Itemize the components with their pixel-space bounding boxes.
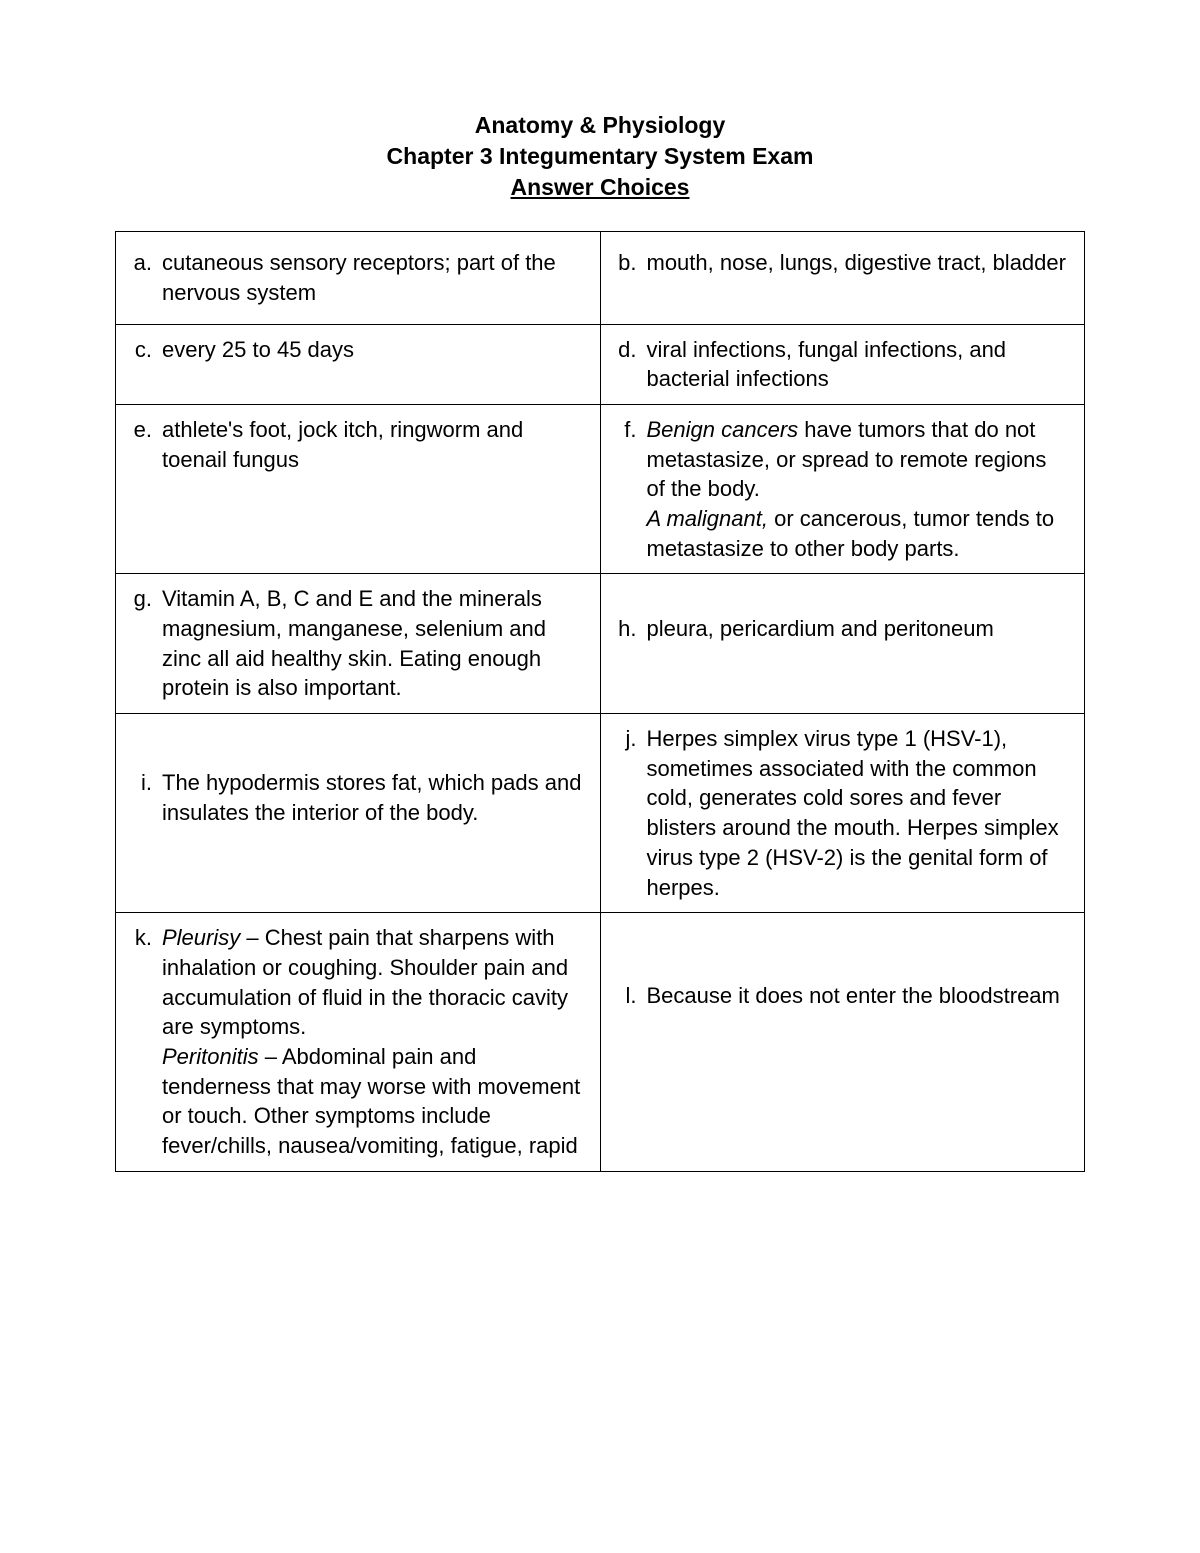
cell-letter: i. — [130, 768, 162, 798]
document-header: Anatomy & Physiology Chapter 3 Integumen… — [115, 110, 1085, 203]
cell-letter: f. — [615, 415, 647, 445]
cell-italic: A malignant, — [647, 506, 768, 531]
cell-b: b. mouth, nose, lungs, digestive tract, … — [600, 232, 1085, 324]
cell-text: viral infections, fungal infections, and… — [647, 335, 1067, 394]
cell-e: e. athlete's foot, jock itch, ringworm a… — [116, 404, 601, 573]
cell-letter: b. — [615, 248, 647, 278]
header-title-3: Answer Choices — [115, 172, 1085, 203]
cell-a: a. cutaneous sensory receptors; part of … — [116, 232, 601, 324]
table-row: k. Pleurisy – Chest pain that sharpens w… — [116, 913, 1085, 1172]
header-title-1: Anatomy & Physiology — [115, 110, 1085, 141]
cell-text: The hypodermis stores fat, which pads an… — [162, 768, 582, 827]
cell-letter: d. — [615, 335, 647, 365]
cell-text: mouth, nose, lungs, digestive tract, bla… — [647, 248, 1067, 278]
header-title-2a: Chapter — [387, 143, 480, 169]
cell-k: k. Pleurisy – Chest pain that sharpens w… — [116, 913, 601, 1172]
cell-letter: h. — [615, 614, 647, 644]
cell-text: athlete's foot, jock itch, ringworm and … — [162, 415, 582, 474]
cell-text: Benign cancers have tumors that do not m… — [647, 415, 1067, 563]
header-title-2c: Integumentary System Exam — [493, 143, 814, 169]
cell-letter: k. — [130, 923, 162, 953]
cell-letter: j. — [615, 724, 647, 754]
header-title-2b: 3 — [480, 143, 493, 169]
cell-italic: Benign cancers — [647, 417, 799, 442]
cell-text: Herpes simplex virus type 1 (HSV-1), som… — [647, 724, 1067, 902]
cell-letter: c. — [130, 335, 162, 365]
cell-text: every 25 to 45 days — [162, 335, 582, 365]
cell-letter: g. — [130, 584, 162, 614]
cell-i: i. The hypodermis stores fat, which pads… — [116, 714, 601, 913]
table-row: g. Vitamin A, B, C and E and the mineral… — [116, 574, 1085, 714]
cell-c: c. every 25 to 45 days — [116, 324, 601, 404]
cell-j: j. Herpes simplex virus type 1 (HSV-1), … — [600, 714, 1085, 913]
cell-letter: e. — [130, 415, 162, 445]
cell-h: h. pleura, pericardium and peritoneum — [600, 574, 1085, 714]
header-title-2: Chapter 3 Integumentary System Exam — [115, 141, 1085, 172]
table-row: i. The hypodermis stores fat, which pads… — [116, 714, 1085, 913]
cell-letter: l. — [615, 981, 647, 1011]
cell-text: cutaneous sensory receptors; part of the… — [162, 248, 582, 307]
cell-text: pleura, pericardium and peritoneum — [647, 614, 1067, 644]
cell-f: f. Benign cancers have tumors that do no… — [600, 404, 1085, 573]
cell-l: l. Because it does not enter the bloodst… — [600, 913, 1085, 1172]
cell-text: Pleurisy – Chest pain that sharpens with… — [162, 923, 582, 1161]
cell-d: d. viral infections, fungal infections, … — [600, 324, 1085, 404]
table-row: e. athlete's foot, jock itch, ringworm a… — [116, 404, 1085, 573]
table-row: a. cutaneous sensory receptors; part of … — [116, 232, 1085, 324]
cell-letter: a. — [130, 248, 162, 278]
answer-choices-table: a. cutaneous sensory receptors; part of … — [115, 231, 1085, 1172]
cell-italic: Peritonitis — [162, 1044, 259, 1069]
cell-text: Vitamin A, B, C and E and the minerals m… — [162, 584, 582, 703]
cell-italic: Pleurisy — [162, 925, 240, 950]
cell-text: Because it does not enter the bloodstrea… — [647, 981, 1067, 1011]
table-row: c. every 25 to 45 days d. viral infectio… — [116, 324, 1085, 404]
cell-g: g. Vitamin A, B, C and E and the mineral… — [116, 574, 601, 714]
